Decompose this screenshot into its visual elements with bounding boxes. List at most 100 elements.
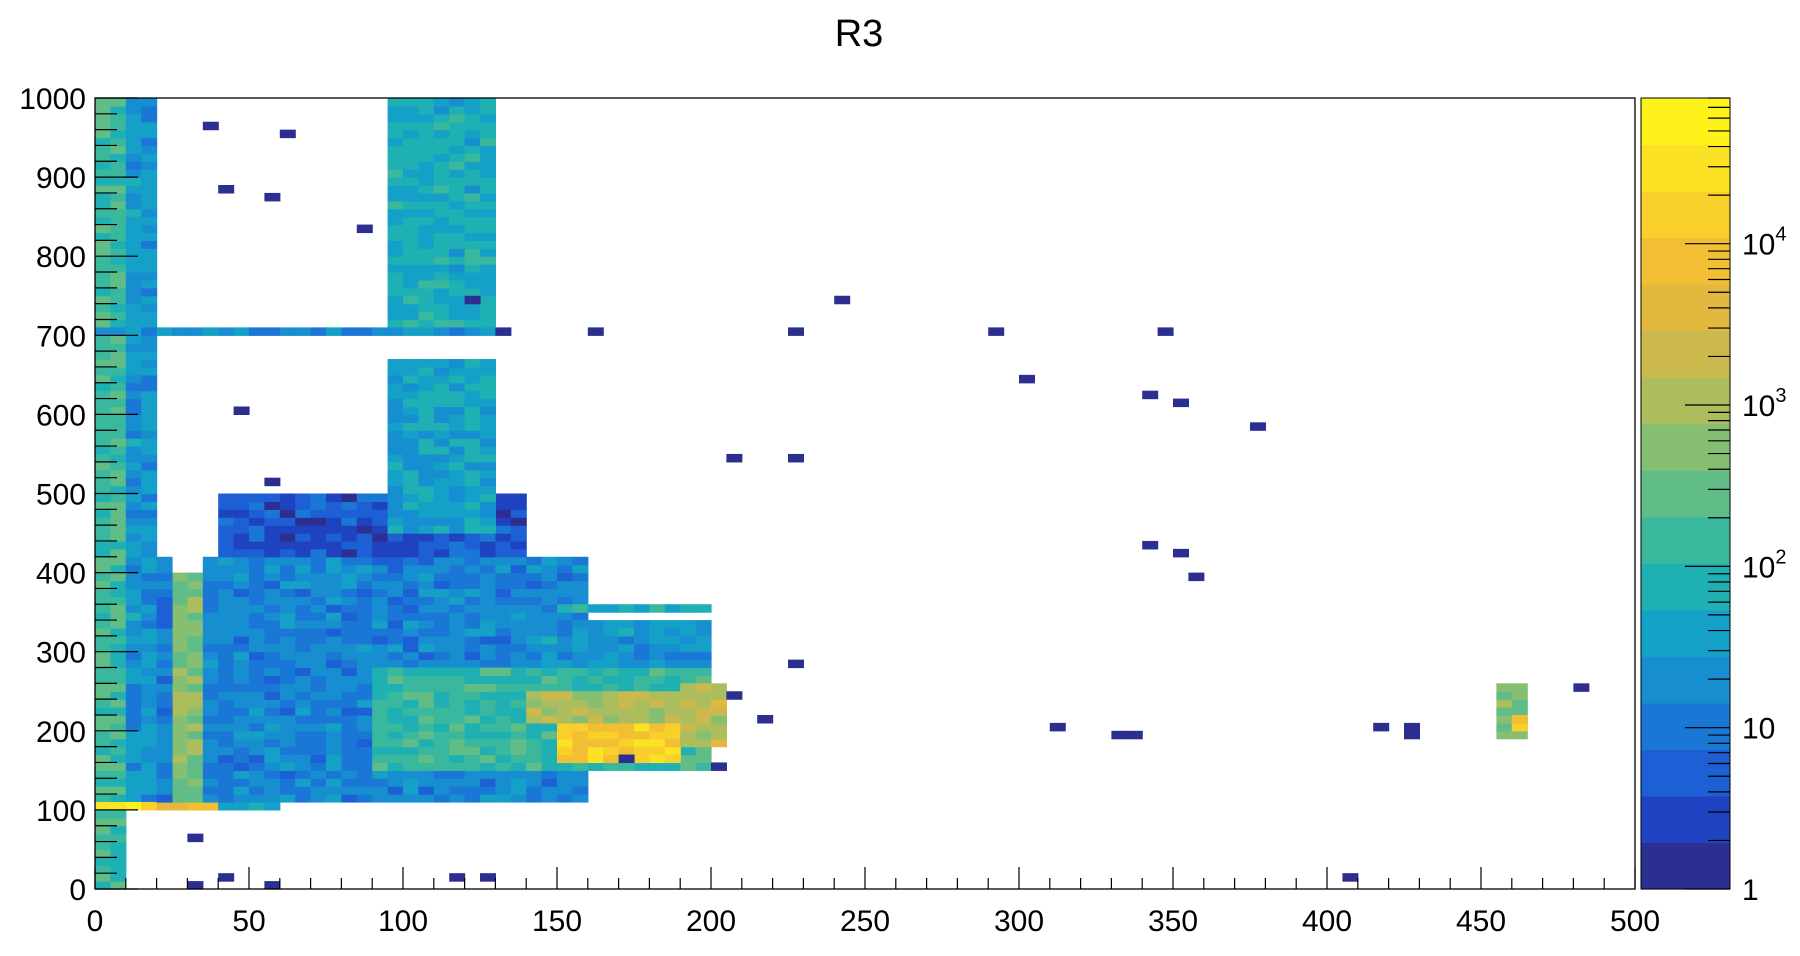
- heatmap-bin: [433, 493, 450, 503]
- heatmap-bin: [95, 604, 111, 613]
- heatmap-bin: [541, 580, 558, 590]
- heatmap-bin: [156, 627, 173, 637]
- heatmap-bin: [372, 556, 389, 566]
- heatmap-bin: [664, 699, 681, 708]
- heatmap-bin: [464, 192, 481, 202]
- heatmap-bin: [295, 659, 312, 669]
- heatmap-bin: [495, 327, 512, 336]
- heatmap-bin: [680, 746, 697, 756]
- heatmap-bin: [279, 659, 296, 669]
- heatmap-bin: [495, 786, 512, 795]
- heatmap-bin: [249, 675, 265, 684]
- heatmap-bin: [218, 185, 235, 194]
- heatmap-bin: [141, 161, 158, 170]
- heatmap-bin: [387, 691, 404, 700]
- heatmap-bin: [95, 651, 111, 661]
- heatmap-bin: [449, 113, 466, 123]
- heatmap-bin: [172, 659, 188, 669]
- heatmap-bin: [295, 517, 312, 526]
- heatmap-bin: [387, 762, 404, 771]
- heatmap-bin: [310, 501, 327, 510]
- heatmap-bin: [433, 232, 450, 241]
- heatmap-bin: [680, 738, 697, 748]
- heatmap-bin: [387, 596, 404, 605]
- heatmap-bin: [310, 604, 327, 613]
- heatmap-bin: [572, 667, 589, 677]
- heatmap-bin: [418, 754, 435, 764]
- heatmap-bin: [495, 635, 512, 645]
- heatmap-bin: [418, 746, 435, 756]
- heatmap-bin: [141, 256, 158, 265]
- colorbar-segment: [1641, 191, 1730, 239]
- heatmap-bin: [110, 857, 127, 866]
- colorbar-segment: [1641, 330, 1730, 378]
- x-tick-label: 150: [532, 905, 582, 938]
- heatmap-bin: [326, 754, 342, 764]
- heatmap-bin: [156, 564, 173, 574]
- heatmap-bin: [233, 564, 250, 574]
- heatmap-bin: [141, 786, 158, 795]
- heatmap-bin: [218, 714, 235, 724]
- heatmap-bin: [341, 667, 358, 677]
- heatmap-bin: [510, 722, 527, 732]
- heatmap-bin: [495, 596, 512, 605]
- heatmap-bin: [310, 762, 327, 771]
- heatmap-bin: [541, 604, 558, 613]
- heatmap-bin: [449, 311, 466, 321]
- heatmap-bin: [249, 746, 265, 756]
- heatmap-bin: [510, 675, 527, 684]
- heatmap-bin: [387, 612, 404, 621]
- heatmap-bin: [464, 208, 481, 218]
- heatmap-bin: [264, 627, 281, 637]
- heatmap-bin: [218, 635, 235, 645]
- heatmap-bin: [433, 580, 450, 590]
- heatmap-bin: [480, 469, 496, 479]
- heatmap-bin: [464, 588, 481, 597]
- heatmap-bin: [418, 643, 435, 653]
- heatmap-bin: [125, 722, 142, 732]
- heatmap-bin: [156, 746, 173, 756]
- heatmap-bin: [141, 714, 158, 724]
- heatmap-bin: [187, 580, 204, 590]
- heatmap-bin: [310, 722, 327, 732]
- heatmap-bin: [95, 794, 111, 803]
- heatmap-bin: [141, 477, 158, 487]
- heatmap-bin: [480, 98, 496, 107]
- heatmap-bin: [356, 548, 373, 558]
- heatmap-bin: [526, 620, 543, 629]
- heatmap-bin: [95, 754, 111, 764]
- heatmap-bin: [341, 707, 358, 716]
- heatmap-bin: [310, 643, 327, 653]
- heatmap-bin: [680, 730, 697, 740]
- heatmap-bin: [464, 770, 481, 779]
- heatmap-bin: [834, 295, 851, 305]
- heatmap-bin: [326, 327, 342, 336]
- heatmap-bin: [403, 493, 419, 503]
- heatmap-bin: [95, 714, 111, 724]
- heatmap-bin: [341, 730, 358, 740]
- heatmap-bin: [418, 406, 435, 415]
- heatmap-bin: [264, 659, 281, 669]
- heatmap-bin: [464, 786, 481, 795]
- heatmap-bin: [356, 722, 373, 732]
- heatmap-bin: [526, 762, 543, 771]
- heatmap-bin: [95, 683, 111, 692]
- heatmap-bin: [541, 675, 558, 684]
- heatmap-bin: [233, 620, 250, 629]
- heatmap-bin: [341, 572, 358, 582]
- heatmap-bin: [110, 564, 127, 574]
- heatmap-bin: [341, 509, 358, 518]
- heatmap-bin: [326, 683, 342, 692]
- heatmap-bin: [295, 683, 312, 692]
- heatmap-bin: [110, 517, 127, 526]
- heatmap-bin: [125, 730, 142, 740]
- heatmap-bin: [403, 366, 419, 376]
- heatmap-bin: [125, 98, 142, 107]
- heatmap-bin: [480, 398, 496, 408]
- heatmap-bin: [356, 714, 373, 724]
- heatmap-bin: [172, 604, 188, 613]
- heatmap-bin: [295, 722, 312, 732]
- heatmap-bin: [110, 485, 127, 495]
- heatmap-bin: [249, 612, 265, 621]
- heatmap-bin: [541, 699, 558, 708]
